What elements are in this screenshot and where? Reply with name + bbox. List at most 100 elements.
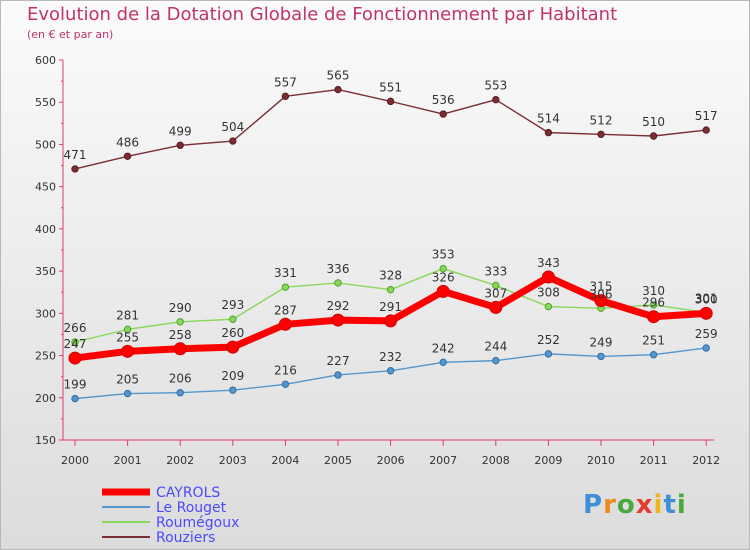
data-point	[229, 315, 237, 323]
data-point	[649, 351, 658, 359]
data-label: 336	[327, 262, 350, 276]
data-point	[439, 358, 447, 367]
data-point	[386, 367, 395, 375]
x-tick-label: 2008	[482, 454, 510, 467]
logo-letter: i	[653, 490, 664, 520]
data-label: 315	[590, 280, 613, 294]
data-label: 517	[695, 109, 718, 123]
data-point	[597, 352, 605, 361]
x-tick-label: 2005	[324, 454, 352, 467]
data-label: 512	[590, 113, 613, 127]
data-point	[176, 318, 184, 326]
data-label: 206	[169, 372, 192, 386]
chart-title: Evolution de la Dotation Globale de Fonc…	[27, 4, 618, 25]
data-label: 258	[169, 328, 192, 342]
data-point	[699, 306, 713, 320]
data-point	[384, 314, 398, 328]
data-label: 300	[695, 292, 718, 306]
data-point	[121, 344, 135, 358]
legend-label: CAYROLS	[156, 485, 220, 501]
legend-label: Le Rouget	[156, 500, 227, 516]
data-label: 232	[379, 350, 402, 364]
data-label: 251	[642, 334, 665, 348]
data-point	[334, 85, 342, 94]
logo-letter: i	[676, 490, 687, 520]
data-point	[541, 270, 555, 284]
y-tick-label: 450	[35, 181, 56, 194]
data-label: 292	[327, 299, 350, 313]
data-label: 514	[537, 112, 560, 126]
data-label: 504	[221, 120, 244, 134]
x-tick-label: 2006	[377, 454, 405, 467]
y-tick-label: 300	[35, 307, 56, 320]
data-point	[439, 110, 447, 118]
data-label: 260	[221, 326, 244, 340]
x-tick-label: 2000	[61, 454, 89, 467]
x-tick-label: 2002	[166, 454, 194, 467]
legend-label: Rouziers	[156, 530, 215, 546]
data-label: 565	[327, 69, 350, 83]
data-point	[649, 301, 658, 309]
data-label: 252	[537, 333, 560, 347]
data-point	[544, 302, 553, 311]
data-point	[71, 165, 79, 173]
data-label: 471	[64, 148, 87, 162]
data-label: 259	[695, 327, 718, 341]
data-point	[71, 338, 79, 346]
data-label: 291	[379, 300, 402, 314]
data-label: 296	[642, 296, 665, 310]
data-point	[281, 283, 290, 291]
data-point	[334, 279, 342, 287]
data-label: 331	[274, 266, 297, 280]
proxiti-logo: Proxiti	[583, 490, 687, 520]
y-tick-label: 150	[35, 434, 56, 447]
x-tick-label: 2007	[429, 454, 457, 467]
data-label: 227	[327, 354, 350, 368]
y-tick-label: 200	[35, 392, 56, 405]
chart-subtitle: (en € et par an)	[27, 28, 114, 41]
data-label: 499	[169, 124, 192, 138]
data-label: 343	[537, 256, 560, 270]
logo-letter: x	[635, 490, 654, 520]
data-label: 242	[432, 341, 455, 355]
data-point	[702, 126, 710, 134]
data-point	[492, 281, 500, 290]
data-label: 536	[432, 93, 455, 107]
logo-letter: t	[663, 490, 677, 520]
y-tick-label: 550	[35, 96, 56, 109]
data-point	[702, 344, 710, 352]
data-label: 293	[221, 298, 244, 312]
data-label: 281	[116, 308, 139, 322]
data-label: 551	[379, 80, 402, 94]
data-point	[544, 128, 553, 137]
data-label: 205	[116, 373, 139, 387]
legend-label: Roumégoux	[156, 515, 239, 531]
data-point	[594, 294, 608, 308]
data-point	[386, 97, 395, 106]
data-point	[331, 313, 345, 327]
data-label: 308	[537, 286, 560, 300]
data-label: 486	[116, 135, 139, 149]
data-label: 287	[274, 303, 297, 317]
data-point	[71, 394, 79, 403]
data-point	[544, 350, 553, 358]
y-tick-label: 600	[35, 54, 56, 67]
data-point	[226, 340, 240, 354]
data-label: 255	[116, 330, 139, 344]
data-label: 310	[642, 284, 665, 298]
y-tick-label: 500	[35, 138, 56, 151]
data-point	[492, 356, 500, 365]
data-point	[489, 300, 503, 314]
data-point	[123, 152, 132, 160]
data-label: 216	[274, 363, 297, 377]
data-point	[173, 342, 187, 356]
data-label: 510	[642, 115, 665, 129]
data-point	[123, 325, 132, 334]
data-point	[229, 137, 237, 145]
data-label: 328	[379, 269, 402, 283]
data-point	[439, 264, 447, 273]
data-label: 326	[432, 270, 455, 284]
data-label: 306	[590, 287, 613, 301]
data-label: 244	[484, 340, 507, 354]
data-point	[176, 141, 184, 149]
